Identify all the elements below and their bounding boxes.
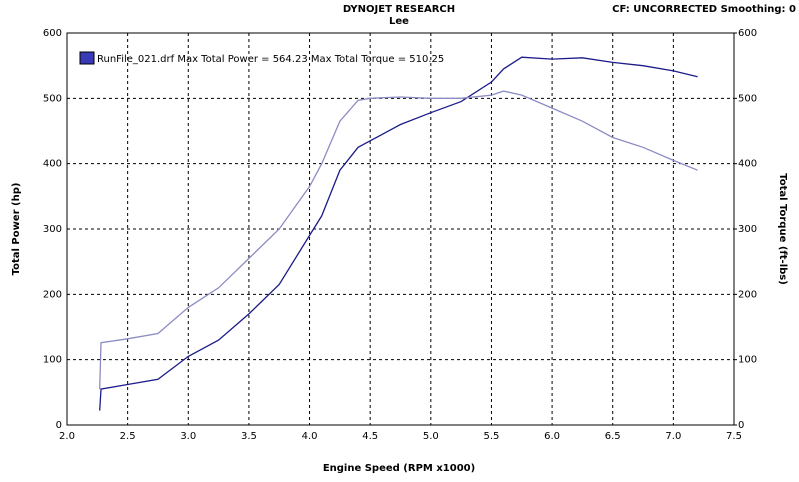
y-axis-label: Total Power (hp) (11, 183, 22, 276)
y-tick-label: 600 (43, 28, 62, 39)
annotation: CF: UNCORRECTED Smoothing: 0 (612, 4, 796, 15)
x-tick-label: 6.5 (605, 431, 621, 442)
y2-tick-label: 400 (738, 159, 757, 170)
y-tick-label: 0 (56, 420, 62, 431)
x-tick-label: 7.5 (726, 431, 742, 442)
x-tick-label: 7.0 (665, 431, 681, 442)
y2-axis-label: Total Torque (ft-lbs) (777, 173, 788, 285)
x-tick-label: 5.0 (423, 431, 439, 442)
x-tick-label: 2.0 (59, 431, 75, 442)
y2-tick-label: 600 (738, 28, 757, 39)
y-tick-label: 400 (43, 159, 62, 170)
x-tick-label: 5.5 (484, 431, 500, 442)
x-tick-label: 4.0 (302, 431, 318, 442)
x-tick-label: 6.0 (544, 431, 560, 442)
chart-subtitle: Lee (389, 16, 409, 27)
x-tick-label: 3.0 (180, 431, 196, 442)
y-tick-label: 100 (43, 355, 62, 366)
y2-tick-label: 500 (738, 93, 757, 104)
x-tick-label: 4.5 (362, 431, 378, 442)
legend-swatch (79, 51, 95, 65)
x-tick-label: 2.5 (120, 431, 136, 442)
y-tick-label: 300 (43, 224, 62, 235)
series-line (99, 90, 698, 390)
x-tick-label: 3.5 (241, 431, 257, 442)
y2-tick-label: 100 (738, 355, 757, 366)
y-tick-label: 500 (43, 93, 62, 104)
chart-title: DYNOJET RESEARCH (343, 4, 455, 15)
y2-tick-label: 200 (738, 289, 757, 300)
y2-tick-label: 0 (738, 420, 744, 431)
series-line (99, 56, 698, 411)
y-tick-label: 200 (43, 289, 62, 300)
y2-tick-label: 300 (738, 224, 757, 235)
x-axis-label: Engine Speed (RPM x1000) (323, 463, 475, 474)
legend-text: RunFile_021.drf Max Total Power = 564.23… (97, 54, 444, 65)
